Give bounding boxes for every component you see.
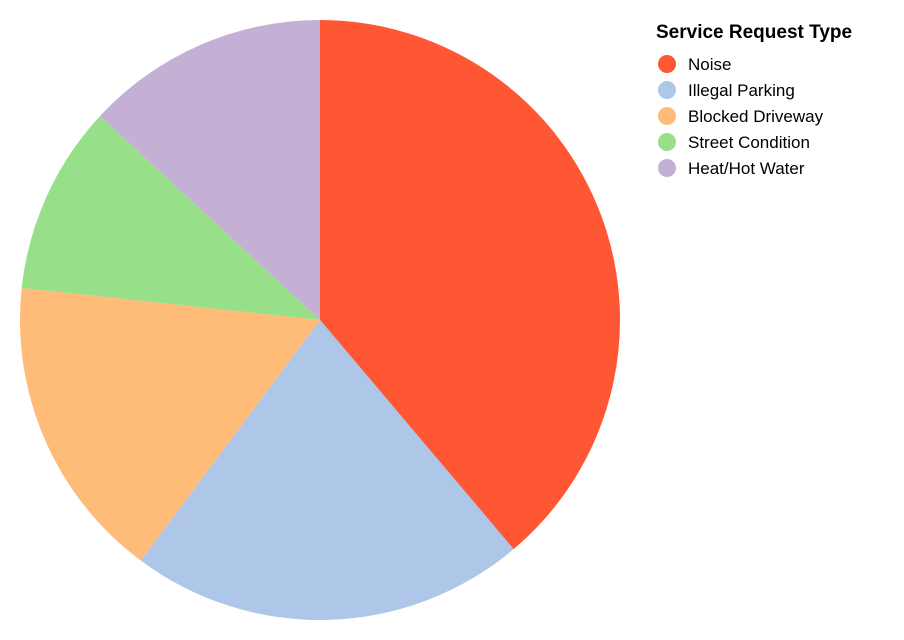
legend-title: Service Request Type <box>656 22 852 43</box>
legend-label: Street Condition <box>688 133 810 152</box>
pie-slices <box>20 20 620 620</box>
pie-slice-blocked-driveway <box>20 288 321 561</box>
legend: Service Request Type Noise Illegal Parkin… <box>656 22 852 178</box>
pie-slice-illegal-parking <box>140 320 514 620</box>
legend-label: Heat/Hot Water <box>688 159 805 178</box>
pie-slice-noise <box>320 20 620 550</box>
legend-swatch <box>658 107 676 125</box>
legend-swatch <box>658 55 676 73</box>
legend-label: Noise <box>688 55 731 74</box>
pie-slice-street-condition <box>21 116 321 320</box>
legend-label: Blocked Driveway <box>688 107 824 126</box>
legend-swatch <box>658 159 676 177</box>
legend-label: Illegal Parking <box>688 81 795 100</box>
legend-swatch <box>658 81 676 99</box>
legend-swatch <box>658 133 676 151</box>
pie-slice-heat-hot-water <box>99 20 320 320</box>
legend-items: Noise Illegal Parking Blocked Driveway Stre… <box>658 55 824 178</box>
